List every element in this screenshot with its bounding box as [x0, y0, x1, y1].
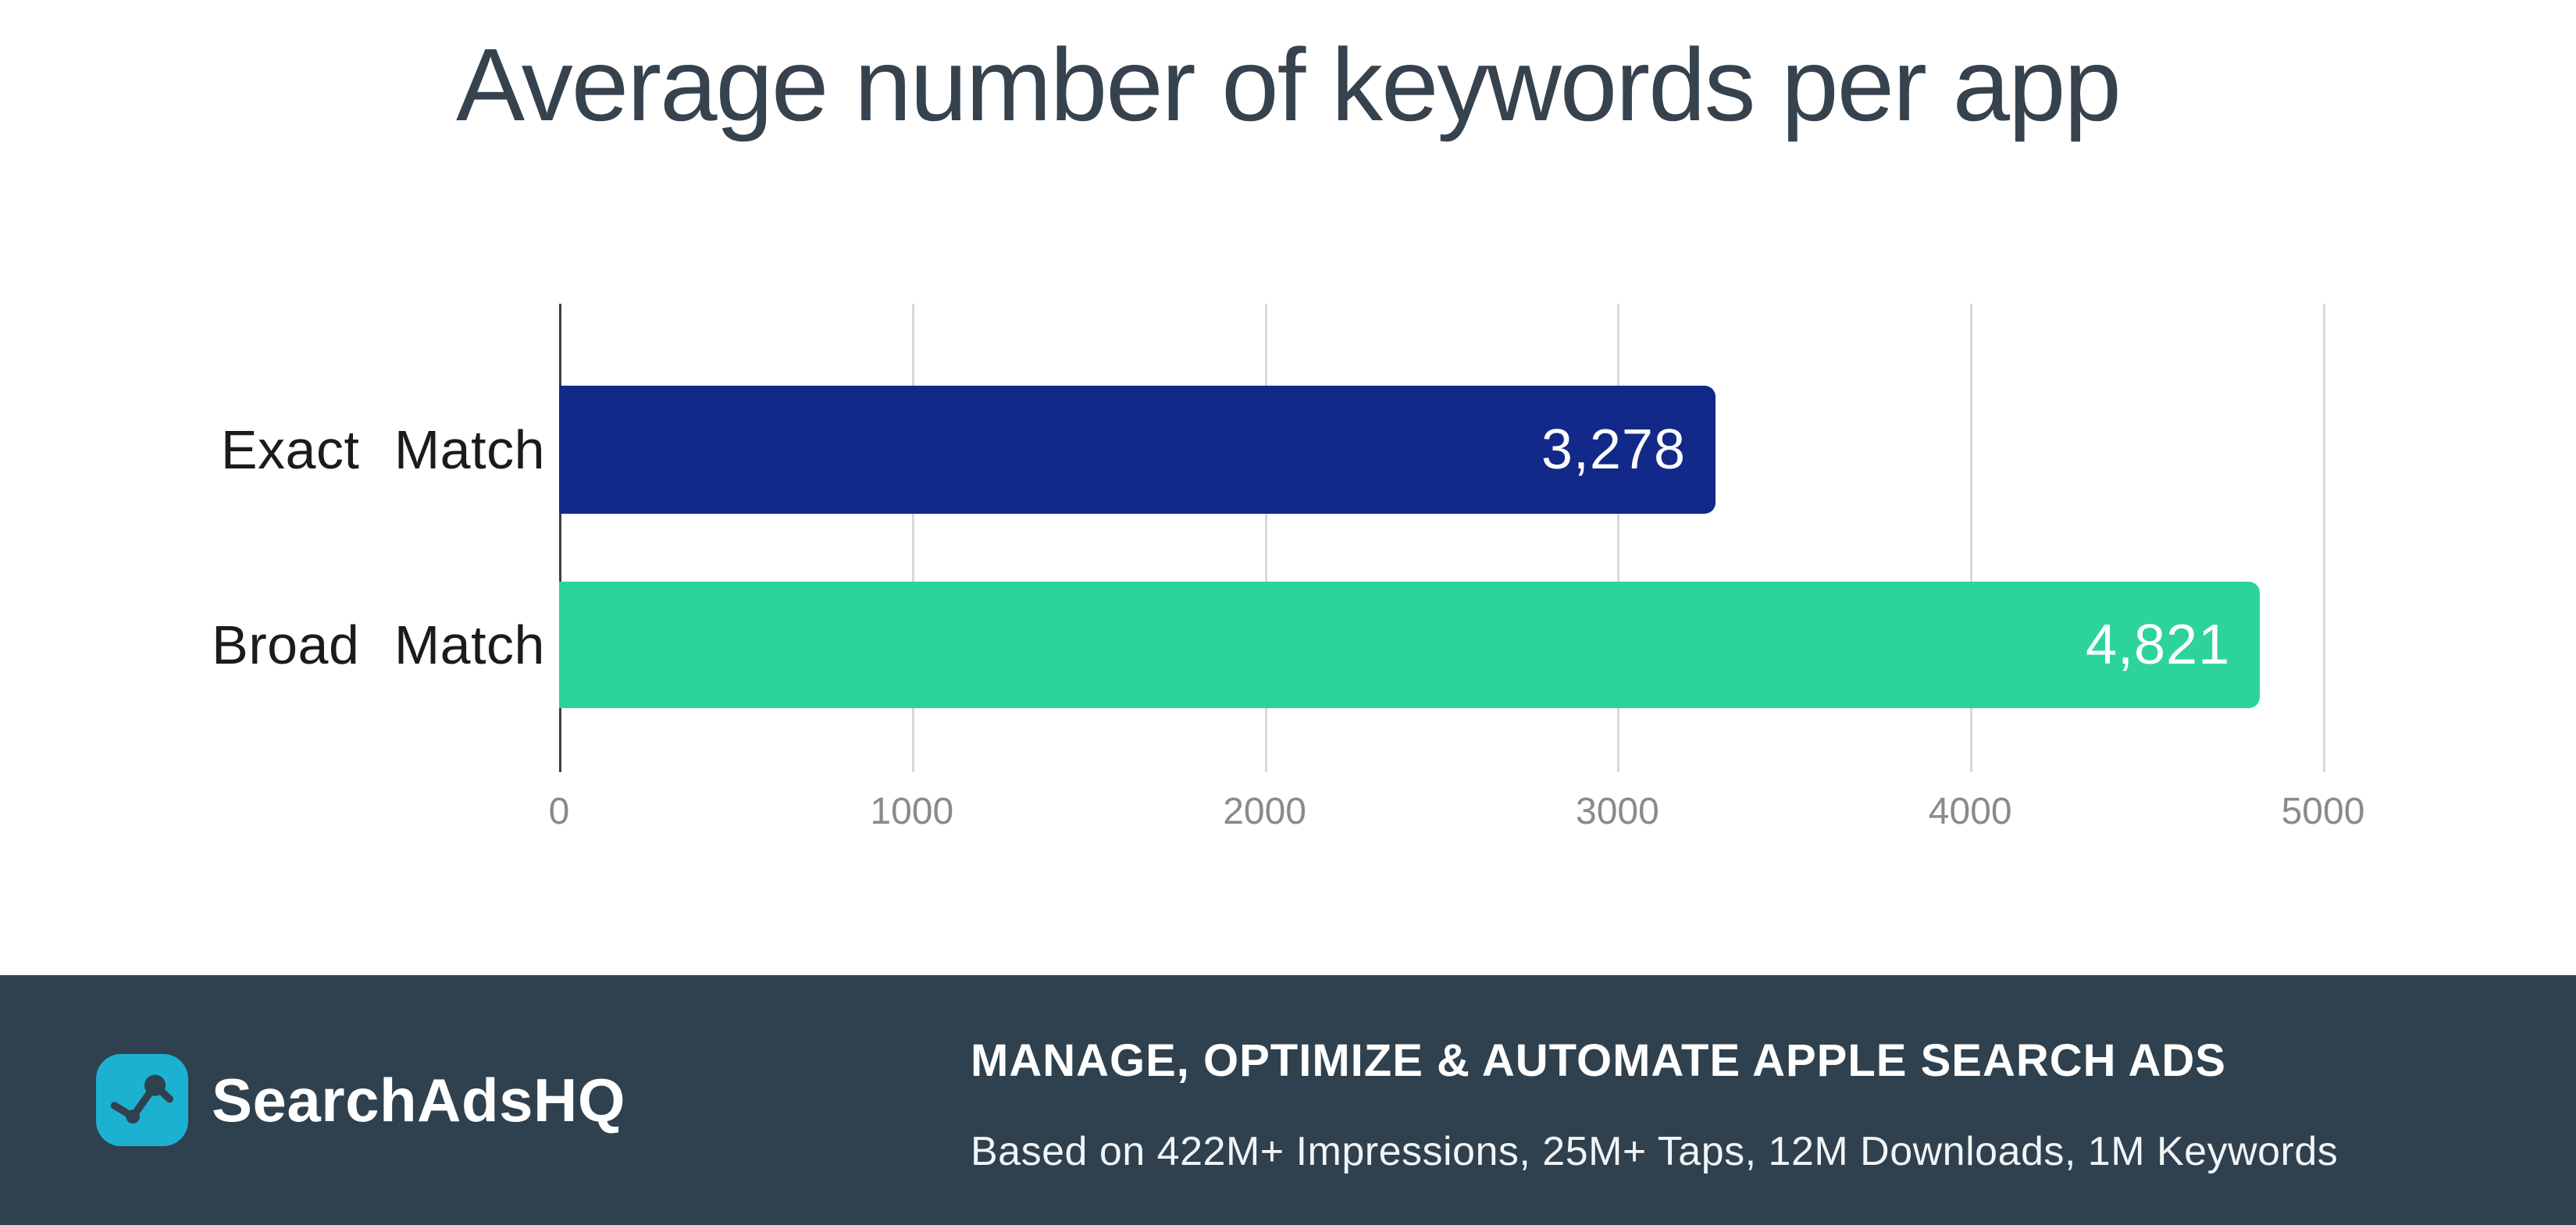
- gridline-5000: [2323, 304, 2325, 772]
- x-tick-3000: 3000: [1576, 791, 1659, 832]
- brand-name: SearchAdsHQ: [212, 1065, 626, 1134]
- x-tick-2000: 2000: [1223, 791, 1306, 832]
- footer: SearchAdsHQ MANAGE, OPTIMIZE & AUTOMATE …: [0, 975, 2576, 1225]
- x-axis: 0 1000 2000 3000 4000 5000: [549, 790, 2365, 845]
- x-tick-5000: 5000: [2281, 791, 2365, 832]
- bar-value-exact-match: 3,278: [1541, 418, 1686, 481]
- gridline-1000: [911, 304, 914, 772]
- footer-subtext: Based on 422M+ Impressions, 25M+ Taps, 1…: [971, 1129, 2339, 1174]
- logo-node-small: [126, 1109, 141, 1124]
- logo-node-big: [144, 1074, 166, 1096]
- x-tick-1000: 1000: [870, 791, 954, 832]
- bar-broad-match: 4,821: [559, 582, 2261, 708]
- plot-area: 3,278 4,821: [559, 304, 2325, 772]
- bar-value-broad-match: 4,821: [2085, 614, 2231, 676]
- chart-title: Average number of keywords per app: [456, 27, 2122, 142]
- gridline-3000: [1617, 304, 1620, 772]
- x-tick-4000: 4000: [1928, 791, 2012, 832]
- gridline-2000: [1264, 304, 1267, 772]
- line-chart-icon: [96, 1054, 188, 1146]
- x-tick-0: 0: [548, 791, 570, 832]
- footer-headline: MANAGE, OPTIMIZE & AUTOMATE APPLE SEARCH…: [971, 1035, 2226, 1086]
- axis-zero-line: [559, 304, 561, 772]
- gridline-4000: [1970, 304, 1973, 772]
- brand: SearchAdsHQ: [96, 975, 625, 1225]
- category-label-broad-match: Broad Match: [212, 614, 545, 675]
- bar-exact-match: 3,278: [559, 386, 1716, 514]
- category-label-exact-match: Exact Match: [220, 419, 545, 480]
